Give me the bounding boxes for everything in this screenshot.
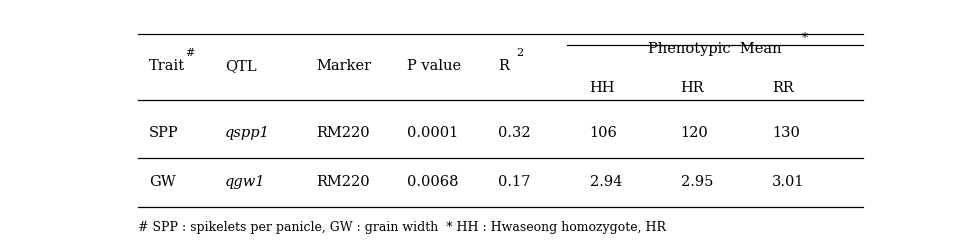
Text: GW: GW (149, 175, 175, 189)
Text: Marker: Marker (317, 59, 371, 73)
Text: 0.17: 0.17 (499, 175, 531, 189)
Text: Phenotypic  Mean: Phenotypic Mean (648, 42, 782, 56)
Text: 2.95: 2.95 (681, 175, 713, 189)
Text: 0.32: 0.32 (499, 126, 531, 140)
Text: 130: 130 (772, 126, 800, 140)
Text: 106: 106 (590, 126, 617, 140)
Text: 120: 120 (681, 126, 709, 140)
Text: P value: P value (408, 59, 462, 73)
Text: # SPP : spikelets per panicle, GW : grain width  * HH : Hwaseong homozygote, HR: # SPP : spikelets per panicle, GW : grai… (137, 221, 665, 234)
Text: 3.01: 3.01 (772, 175, 805, 189)
Text: RR: RR (772, 81, 794, 95)
Text: HH: HH (590, 81, 615, 95)
Text: #: # (185, 48, 195, 58)
Text: 0.0001: 0.0001 (408, 126, 459, 140)
Text: RM220: RM220 (317, 126, 369, 140)
Text: HR: HR (681, 81, 705, 95)
Text: 2: 2 (515, 48, 523, 58)
Text: R: R (499, 59, 510, 73)
Text: qgw1: qgw1 (225, 175, 266, 189)
Text: *: * (803, 32, 808, 45)
Text: SPP: SPP (149, 126, 178, 140)
Text: RM220: RM220 (317, 175, 369, 189)
Text: Trait: Trait (149, 59, 185, 73)
Text: 0.0068: 0.0068 (408, 175, 459, 189)
Text: QTL: QTL (225, 59, 257, 73)
Text: qspp1: qspp1 (225, 126, 270, 140)
Text: 2.94: 2.94 (590, 175, 622, 189)
